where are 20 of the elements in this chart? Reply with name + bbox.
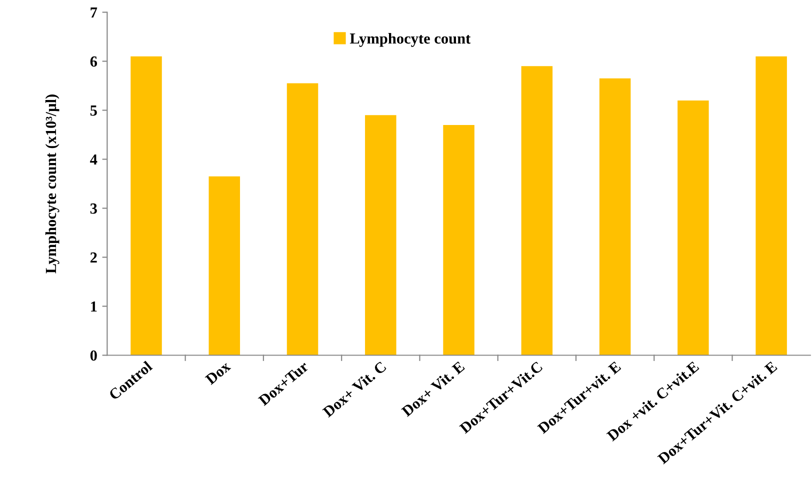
- bar: [756, 56, 787, 356]
- bar: [443, 124, 474, 356]
- y-tick-label: 7: [90, 8, 98, 18]
- bar: [286, 83, 318, 356]
- y-tick-label: 3: [90, 203, 97, 214]
- bar: [208, 176, 240, 356]
- y-tick-label: 2: [90, 252, 97, 263]
- y-tick-label: 0: [90, 350, 97, 361]
- bar: [365, 115, 396, 356]
- bar: [599, 78, 631, 356]
- y-axis-title: Lymphocyte count (x10³/µl): [45, 94, 60, 274]
- y-tick-label: 5: [90, 106, 97, 116]
- bar: [521, 66, 553, 356]
- bar: [130, 56, 162, 356]
- legend-label: Lymphocyte count: [350, 32, 471, 47]
- bar: [678, 100, 709, 356]
- y-tick-label: 6: [90, 56, 98, 67]
- y-tick-label: 1: [91, 301, 97, 312]
- x-tick-label: Dox: [204, 360, 232, 386]
- y-tick-label: 4: [90, 154, 98, 165]
